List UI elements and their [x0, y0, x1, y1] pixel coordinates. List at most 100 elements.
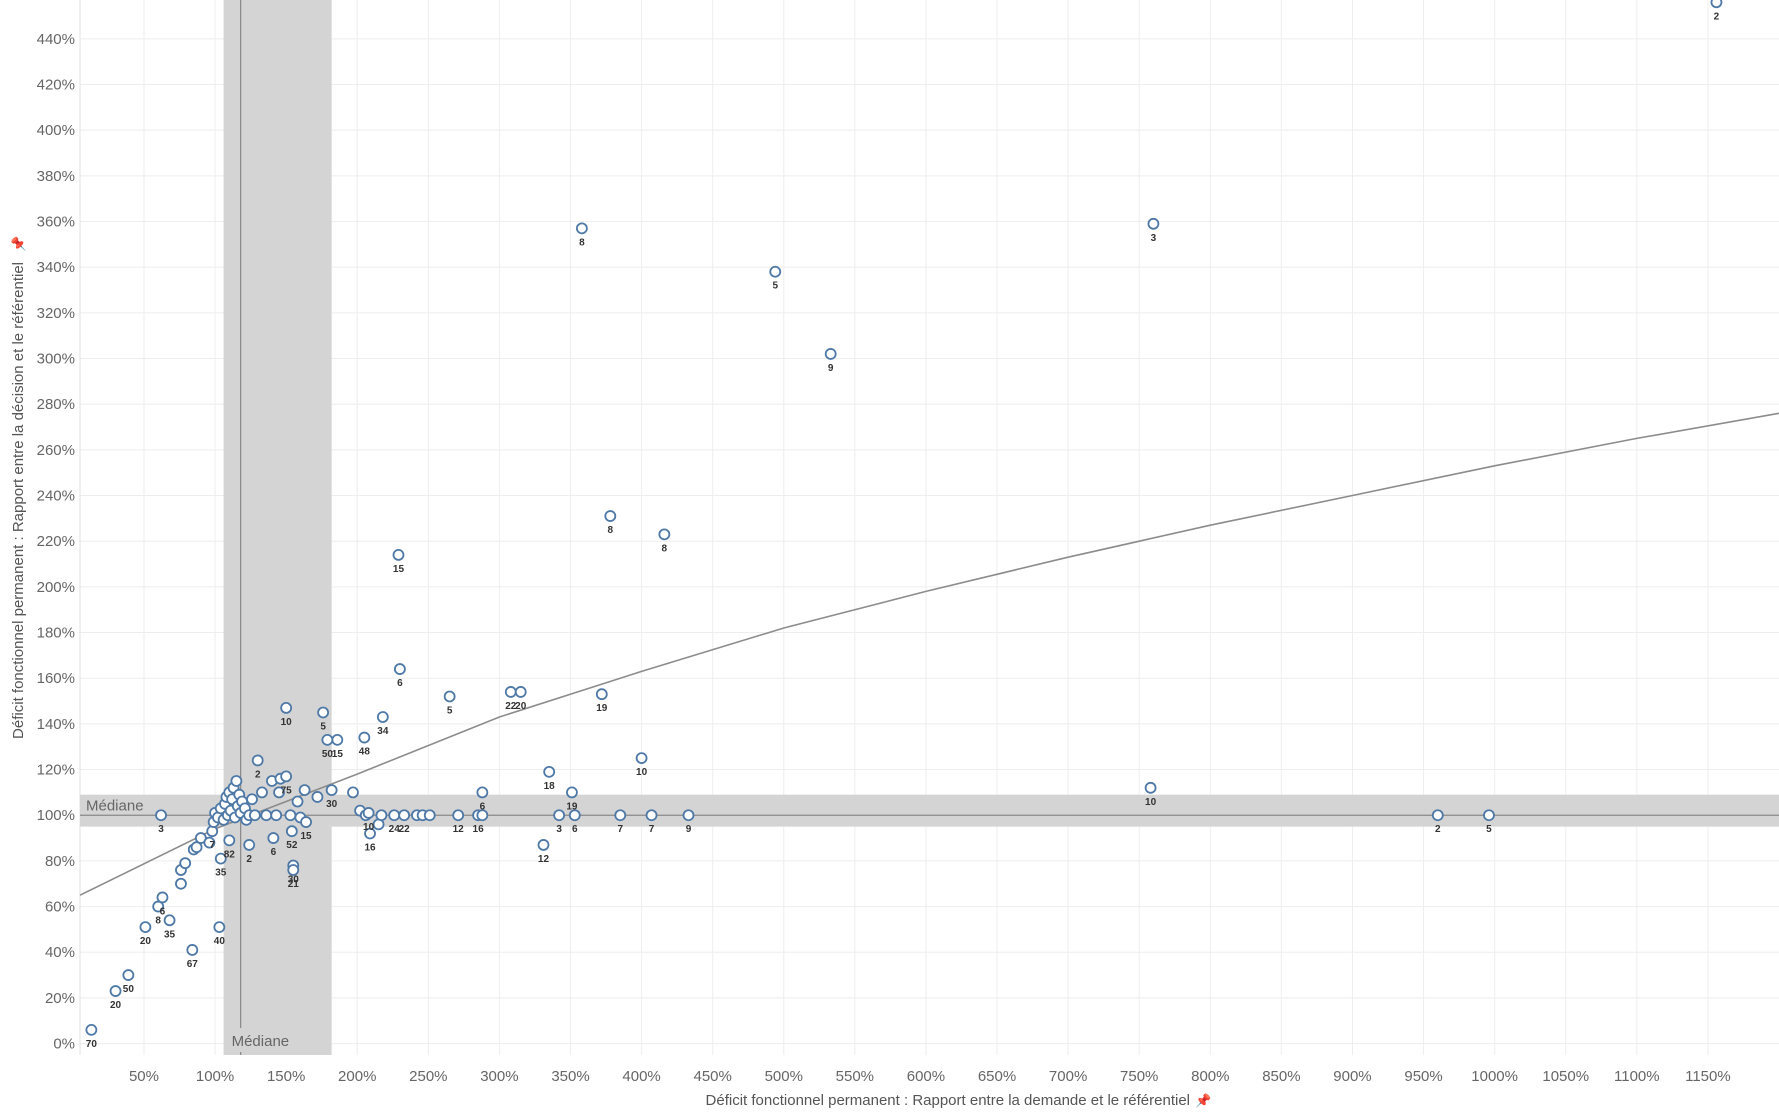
point-label: 24: [389, 824, 401, 835]
data-point: [223, 834, 236, 847]
y-tick-label: 80%: [45, 853, 75, 870]
x-tick-label: 300%: [480, 1068, 518, 1085]
y-tick-label: 400%: [37, 122, 75, 139]
data-point: [214, 852, 227, 865]
x-tick-label: 1100%: [1614, 1068, 1660, 1085]
x-tick-label: 50%: [129, 1068, 159, 1085]
data-point: [1147, 217, 1160, 230]
point-label: 15: [332, 749, 344, 760]
point-label: 6: [160, 906, 166, 917]
data-point: [321, 733, 334, 746]
trend-line-group: [79, 412, 1779, 896]
y-tick-label: 320%: [37, 305, 75, 322]
point-label: 50: [123, 984, 135, 995]
data-point: [251, 754, 264, 767]
median-x-label: Médiane: [232, 1033, 290, 1050]
y-tick-label: 160%: [37, 670, 75, 687]
point-label: 19: [596, 703, 608, 714]
point-label: 6: [480, 801, 486, 812]
y-tick-label: 20%: [45, 990, 75, 1007]
median-bands: [80, 0, 1779, 1055]
point-label: 5: [447, 705, 453, 716]
data-point: [203, 836, 216, 849]
y-tick-label: 240%: [37, 488, 75, 505]
pin-icon[interactable]: 📌: [1195, 1092, 1211, 1109]
median-x-label-box: [225, 1028, 296, 1052]
data-point: [85, 1023, 98, 1036]
data-point: [267, 832, 280, 844]
median-lines: [80, 0, 1779, 1055]
point-label: 10: [281, 717, 293, 728]
point-label: 3: [1151, 233, 1157, 244]
y-tick-label: 220%: [37, 533, 75, 550]
data-point: [186, 944, 199, 956]
point-label: 15: [300, 831, 312, 842]
point-label: 34: [377, 726, 389, 737]
x-tick-label: 700%: [1049, 1068, 1087, 1085]
point-label: 35: [164, 929, 176, 940]
point-label: 5: [320, 721, 326, 732]
data-point: [393, 663, 406, 675]
x-tick-label: 500%: [765, 1068, 803, 1085]
x-tick-label: 800%: [1191, 1068, 1229, 1085]
point-label: 2: [246, 854, 252, 865]
point-label: 35: [215, 868, 227, 879]
point-label: 8: [579, 237, 585, 248]
y-axis-title[interactable]: Déficit fonctionnel permanent : Rapport …: [10, 262, 27, 739]
data-point: [270, 809, 283, 822]
x-tick-label: 100%: [196, 1068, 234, 1085]
data-point: [287, 864, 300, 876]
point-label: 15: [393, 564, 405, 575]
data-point: [358, 731, 371, 744]
x-tick-label: 1050%: [1542, 1068, 1589, 1085]
x-axis-ticks: 50% 100% 150% 200% 250% 300% 350% 400% 450% 500% 5…: [129, 1068, 1731, 1085]
data-point: [109, 985, 122, 997]
median-labels: Médiane Médiane: [86, 798, 296, 1052]
y-tick-label: 120%: [37, 762, 75, 779]
x-tick-label: 650%: [978, 1068, 1016, 1085]
data-point: [139, 921, 152, 934]
x-tick-label: 150%: [267, 1068, 305, 1085]
point-label: 48: [359, 747, 371, 758]
point-label: 20: [515, 701, 527, 712]
data-point: [1144, 781, 1157, 794]
data-point: [658, 528, 671, 541]
data-point: [285, 825, 298, 838]
median-x-band: [223, 0, 332, 1055]
data-point: [175, 877, 187, 890]
point-label: 5: [1486, 824, 1492, 835]
x-tick-label: 950%: [1404, 1068, 1442, 1085]
point-label: 52: [286, 840, 298, 851]
data-point: [246, 793, 258, 806]
trend-line: [79, 412, 1779, 896]
point-label: 22: [399, 824, 411, 835]
point-label: 7: [617, 824, 623, 835]
point-label: 18: [544, 781, 556, 792]
pin-icon[interactable]: 📌: [10, 236, 27, 252]
point-label: 3: [158, 824, 164, 835]
point-label: 2: [1435, 824, 1441, 835]
x-axis-title[interactable]: Déficit fonctionnel permanent : Rapport …: [706, 1092, 1190, 1109]
y-tick-label: 380%: [37, 168, 75, 185]
data-point: [179, 857, 192, 870]
point-label: 20: [140, 936, 152, 947]
data-point: [553, 809, 566, 822]
point-label: 6: [271, 847, 277, 858]
point-label: 7: [209, 840, 215, 851]
data-point: [392, 549, 405, 561]
x-tick-label: 850%: [1262, 1068, 1300, 1085]
data-point: [614, 809, 627, 822]
point-label: 10: [636, 767, 648, 778]
point-label: 2: [1714, 11, 1720, 22]
x-tick-label: 1000%: [1471, 1068, 1518, 1085]
data-point: [566, 786, 578, 799]
y-tick-label: 100%: [37, 807, 75, 824]
median-y-label: Médiane: [86, 798, 144, 815]
point-label: 16: [364, 842, 376, 853]
y-tick-label: 420%: [37, 76, 75, 93]
y-tick-label: 200%: [37, 579, 75, 596]
data-point: [122, 969, 135, 981]
data-point: [1483, 809, 1495, 822]
